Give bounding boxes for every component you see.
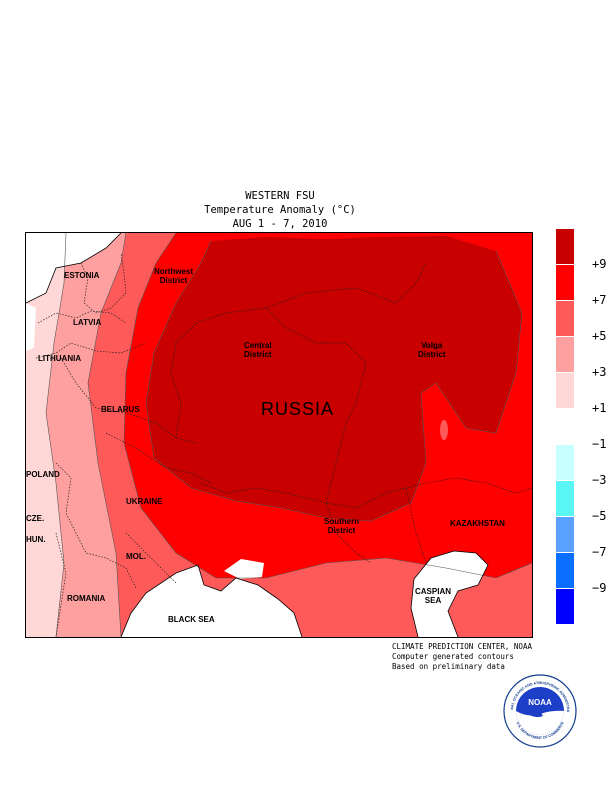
label-southern-district: Southern District [324, 517, 359, 535]
label-caspian-sea: CASPIAN SEA [415, 587, 451, 605]
legend-swatch [556, 517, 574, 553]
label-moldova: MOL. [126, 552, 146, 561]
label-estonia: ESTONIA [64, 271, 100, 280]
credit-line-1: CLIMATE PREDICTION CENTER, NOAA [392, 642, 532, 651]
label-latvia: LATVIA [73, 318, 102, 327]
legend-tick-label: +7 [592, 293, 607, 307]
label-northwest-line2: District [159, 276, 188, 285]
legend-tick-label: −3 [592, 473, 607, 487]
legend-swatch [556, 373, 574, 409]
label-kazakhstan: KAZAKHSTAN [450, 519, 505, 528]
label-northwest-district: Northwest District [154, 267, 193, 285]
legend-swatch [556, 229, 574, 265]
label-belarus: BELARUS [101, 405, 140, 414]
legend-swatch [556, 481, 574, 517]
map-title: WESTERN FSU [245, 190, 315, 202]
label-southern-line2: District [327, 526, 356, 535]
baltic-sea [26, 233, 121, 303]
black-sea [121, 565, 302, 637]
legend-tick-label: +3 [592, 365, 607, 379]
legend-swatch [556, 301, 574, 337]
legend-swatch [556, 589, 574, 625]
legend-swatch [556, 409, 574, 445]
label-central-line1: Central [244, 341, 272, 350]
label-ukraine: UKRAINE [126, 497, 163, 506]
label-caspian-line1: CASPIAN [415, 587, 452, 596]
anomaly-spot [440, 420, 448, 440]
anomaly-map-shading [26, 233, 532, 637]
legend-tick-label: +1 [592, 401, 607, 415]
noaa-logo: NOAA NATIONAL OCEANIC AND ATMOSPHERIC AD… [502, 671, 577, 748]
label-central-district: Central District [244, 341, 272, 359]
legend-tick-label: −5 [592, 509, 607, 523]
label-lithuania: LITHUANIA [38, 354, 82, 363]
legend-swatch [556, 337, 574, 373]
label-southern-line1: Southern [324, 517, 360, 526]
label-czech: CZE. [26, 514, 45, 523]
label-volga-line1: Volga [421, 341, 443, 350]
label-black-sea: BLACK SEA [168, 615, 215, 624]
label-northwest-line1: Northwest [154, 267, 194, 276]
legend-tick-label: +5 [592, 329, 607, 343]
sea-of-azov [224, 559, 264, 579]
label-volga-line2: District [418, 350, 446, 359]
credit-line-3: Based on preliminary data [392, 662, 505, 671]
anomaly-band-9-plus [146, 236, 522, 521]
legend-tick-label: −7 [592, 545, 607, 559]
legend-swatch [556, 553, 574, 589]
noaa-logo-icon: NOAA NATIONAL OCEANIC AND ATMOSPHERIC AD… [502, 671, 577, 748]
baltic-sea-south [26, 303, 36, 351]
map-date-range: AUG 1 - 7, 2010 [232, 218, 328, 230]
label-poland: POLAND [26, 470, 60, 479]
map-subtitle: Temperature Anomaly (°C) [204, 204, 356, 216]
logo-text: NOAA [528, 698, 552, 707]
legend-tick-label: +9 [592, 257, 607, 271]
color-scale-legend [556, 229, 574, 625]
label-romania: ROMANIA [67, 594, 106, 603]
legend-tick-label: −1 [592, 437, 607, 451]
label-central-line2: District [244, 350, 272, 359]
label-hungary: HUN. [26, 535, 46, 544]
legend-tick-label: −9 [592, 581, 607, 595]
legend-swatch [556, 265, 574, 301]
credit-line-2: Computer generated contours [392, 652, 514, 661]
label-caspian-line2: SEA [424, 596, 442, 605]
label-russia: RUSSIA [261, 399, 335, 419]
legend-swatch [556, 445, 574, 481]
anomaly-map: ESTONIA LATVIA LITHUANIA BELARUS POLAND … [25, 232, 533, 638]
label-volga-district: Volga District [418, 341, 446, 359]
